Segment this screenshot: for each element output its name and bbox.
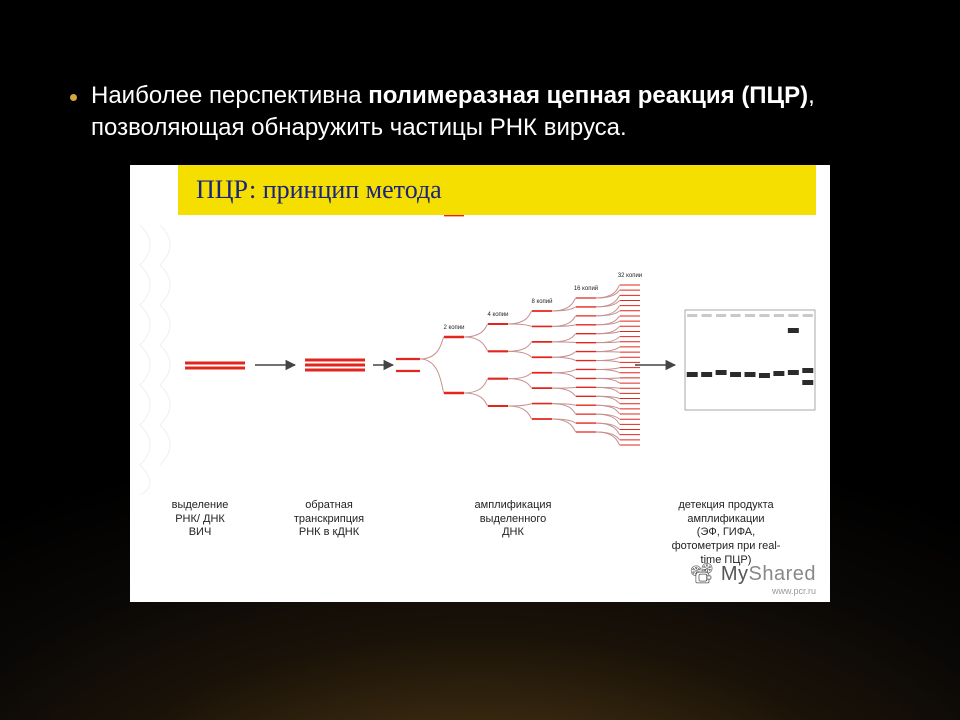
svg-text:2 копии: 2 копии xyxy=(444,325,465,331)
stage-3-amplification-tree xyxy=(396,215,640,445)
step-label-4: детекция продуктаамплификации(ЭФ, ГИФА,ф… xyxy=(632,499,820,568)
bullet-bold: полимеразная цепная реакция (ПЦР) xyxy=(368,82,808,109)
left-border-pattern xyxy=(140,225,170,495)
svg-text:32 копии: 32 копии xyxy=(618,273,642,279)
step-label-1: выделениеРНК/ ДНКВИЧ xyxy=(140,499,260,568)
stage-4-gel xyxy=(685,310,815,410)
bullet-prefix: Наиболее перспективна xyxy=(91,82,368,109)
bullet-item: Наиболее перспективна полимеразная цепна… xyxy=(70,80,890,145)
svg-text:4 копии: 4 копии xyxy=(488,312,509,318)
pcr-diagram-svg: 2 копии 4 копии 8 копий 16 копий 32 копии xyxy=(130,215,830,495)
watermark-my: My xyxy=(721,563,749,585)
watermark-logo-icon: 📽 xyxy=(689,563,721,585)
slide: Наиболее перспективна полимеразная цепна… xyxy=(0,0,960,720)
watermark: 📽 MyShared www.pcr.ru xyxy=(689,561,816,596)
stage-1-strand xyxy=(185,363,245,368)
figure-body: 2 копии 4 копии 8 копий 16 копий 32 копии xyxy=(130,215,830,495)
pcr-figure: ПЦР: принцип метода xyxy=(130,165,830,602)
step-label-2: обратнаятранскрипцияРНК в кДНК xyxy=(264,499,394,568)
svg-text:16 копий: 16 копий xyxy=(574,285,598,292)
watermark-shared: Shared xyxy=(749,563,817,585)
step-label-3: амплификациявыделенногоДНК xyxy=(398,499,628,568)
stage-2-cdna xyxy=(305,360,365,370)
watermark-url: www.pcr.ru xyxy=(689,586,816,596)
bullet-dot-icon xyxy=(70,94,77,101)
watermark-logo: 📽 MyShared xyxy=(689,561,816,586)
bullet-text: Наиболее перспективна полимеразная цепна… xyxy=(91,80,890,145)
figure-title: ПЦР: принцип метода xyxy=(178,165,816,215)
svg-text:8 копий: 8 копий xyxy=(532,298,553,305)
